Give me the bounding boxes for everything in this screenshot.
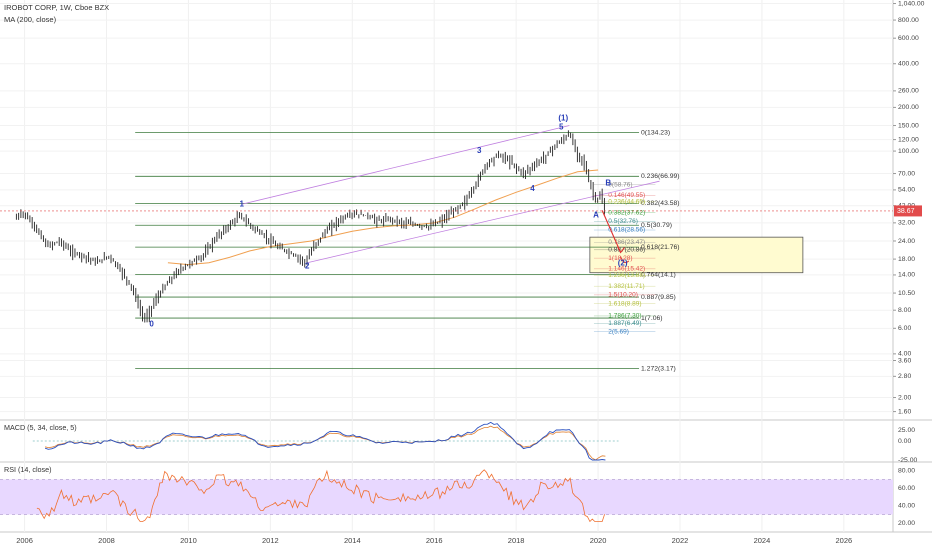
time-axis-label: 2016: [426, 536, 443, 545]
price-axis-label: 2.80: [898, 373, 911, 380]
wave-label: 5: [559, 122, 564, 131]
fib-extension-label: 0.236(44.65): [608, 199, 645, 206]
fib-level-label: 0.764(14.1): [641, 271, 676, 278]
time-axis-label: 2008: [98, 536, 115, 545]
rsi-line: [36, 469, 605, 523]
price-axis-label: 4.00: [898, 351, 911, 358]
ma-200-line[interactable]: [167, 169, 599, 266]
wave-label: 4: [530, 184, 535, 193]
price-axis-label: 400.00: [898, 61, 919, 68]
last-price-badge: [894, 205, 922, 217]
price-axis-label: 18.00: [898, 256, 915, 263]
price-axis-label: 10.50: [898, 290, 915, 297]
wave-label: 0: [149, 319, 154, 328]
projection-arrow-curve: [620, 256, 630, 264]
rsi-label: RSI (14, close): [4, 465, 52, 474]
price-axis-label: 100.00: [898, 148, 919, 155]
price-axis-label: 600.00: [898, 35, 919, 42]
time-axis-label: 2014: [344, 536, 361, 545]
time-axis-label: 2024: [754, 536, 771, 545]
time-axis-label: 2010: [180, 536, 197, 545]
fib-level-label: 0.5(30.79): [641, 222, 672, 229]
ma-indicator-label[interactable]: MA (200, close): [4, 15, 57, 24]
rsi-axis-label: 40.00: [898, 503, 915, 510]
price-axis-label: 3.60: [898, 357, 911, 364]
price-axis-label: 14.00: [898, 272, 915, 279]
trend-channel-line[interactable]: [307, 180, 660, 264]
price-axis-label: 1,040.00: [898, 0, 925, 7]
fib-extension-label: 1.146(15.42): [608, 266, 645, 273]
fib-extension-label: 0.887(20.86): [608, 247, 645, 254]
macd-axis-label: 25.00: [898, 427, 915, 434]
price-axis-label: 260.00: [898, 88, 919, 95]
wave-label: 1: [239, 199, 244, 208]
macd-axis-label: 0.00: [898, 438, 911, 445]
rsi-axis-label: 20.00: [898, 520, 915, 527]
last-price-label: 38.67: [897, 208, 915, 215]
price-axis-label: 150.00: [898, 122, 919, 129]
target-zone-box[interactable]: [589, 236, 804, 274]
macd-line: [44, 421, 606, 461]
price-axis-label: 800.00: [898, 17, 919, 24]
wave-label: A: [593, 211, 599, 220]
projection-arrow-head: [617, 246, 626, 254]
time-axis-label: 2026: [836, 536, 853, 545]
price-axis-label: 6.00: [898, 325, 911, 332]
fib-extension-label: 1.5(10.20): [608, 292, 638, 299]
time-axis-label: 2012: [262, 536, 279, 545]
fib-level-label: 0.236(66.99): [641, 173, 680, 180]
chart-title: IROBOT CORP, 1W, Cboe BZX: [4, 3, 110, 12]
rsi-band: [0, 479, 893, 515]
wave-label: (1): [558, 113, 568, 122]
time-axis-label: 2020: [590, 536, 607, 545]
fib-level-label: 1.272(3.17): [641, 365, 676, 372]
fib-extension-label: 1.382(11.71): [608, 283, 644, 290]
wave-label: 3: [477, 146, 482, 155]
fib-extension-label: 2(5.69): [608, 328, 629, 335]
fib-extension-label: 1.618(8.89): [608, 300, 641, 307]
price-axis-label: 1.60: [898, 408, 911, 415]
fib-level-label: 0(134.23): [641, 129, 670, 136]
time-axis-label: 2022: [672, 536, 689, 545]
projection-arrow-line[interactable]: [601, 210, 622, 253]
wave-label: (2): [618, 259, 628, 268]
price-axis-label: 70.00: [898, 170, 915, 177]
price-axis-label: 120.00: [898, 136, 919, 143]
price-axis-label: 32.00: [898, 220, 915, 227]
trend-channel-line[interactable]: [241, 125, 570, 205]
fib-extension-label: 0.5(32.76): [608, 218, 638, 225]
fib-extension-label: 0.786(23.47): [608, 239, 645, 246]
price-axis-label: 54.00: [898, 187, 915, 194]
rsi-axis-label: 80.00: [898, 468, 915, 475]
fib-extension-label: 0.618(28.56): [608, 227, 645, 234]
fib-level-label: 1(7.06): [641, 315, 663, 322]
price-axis-label: 8.00: [898, 307, 911, 314]
macd-axis-label: -25.00: [898, 457, 917, 464]
price-axis-label: 2.00: [898, 394, 911, 401]
fib-extension-label: 1.786(7.30): [608, 313, 641, 320]
fib-extension-label: 0(58.76): [608, 181, 632, 188]
fib-level-label: 0.382(43.58): [641, 200, 680, 207]
fib-level-label: 0.887(9.85): [641, 294, 676, 301]
fib-extension-label: 0.146(49.55): [608, 192, 645, 199]
price-axis-label: 24.00: [898, 238, 915, 245]
price-axis-label: 200.00: [898, 104, 919, 111]
wave-label: 2: [305, 262, 310, 271]
macd-label: MACD (5, 34, close, 5): [4, 423, 77, 432]
fib-extension-label: 1(18.28): [608, 255, 632, 262]
time-axis-label: 2018: [508, 536, 525, 545]
fib-extension-label: 0.382(37.62): [608, 209, 645, 216]
fib-level-label: 0.618(21.76): [641, 244, 680, 251]
wave-label: B: [605, 178, 611, 187]
fib-extension-label: 1.236(13.88): [608, 272, 645, 279]
rsi-axis-label: 60.00: [898, 485, 915, 492]
time-axis-label: 2006: [16, 536, 33, 545]
fib-extension-label: 1.887(6.49): [608, 320, 641, 327]
